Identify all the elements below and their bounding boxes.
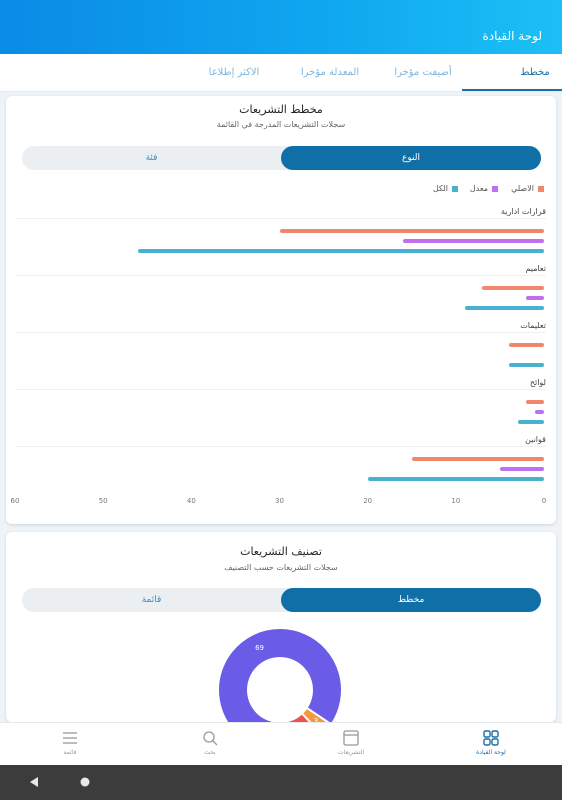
x-tick-label: 0	[541, 497, 547, 505]
classification-donut: 69311	[210, 620, 350, 722]
bar-modified[interactable]	[535, 410, 544, 414]
bar-original[interactable]	[508, 343, 544, 347]
grid-icon	[483, 730, 499, 746]
bar-modified[interactable]	[526, 296, 544, 300]
legend-label-modified: معدل	[469, 184, 488, 193]
menu-icon	[63, 732, 77, 744]
nav-legislations-label: التشريعات	[337, 749, 364, 756]
donut-slice[interactable]	[275, 711, 322, 722]
x-tick-label: 10	[451, 497, 461, 505]
x-tick-label: 20	[363, 497, 373, 505]
bar-modified[interactable]	[402, 239, 544, 243]
tab-chart[interactable]: مخطط	[520, 67, 550, 78]
chart-grouping-toggle: النوع فئة	[22, 146, 541, 170]
toggle-list-button[interactable]: قائمة	[141, 595, 162, 605]
tab-most-viewed[interactable]: الاكثر إطلاعا	[208, 67, 260, 78]
classification-title: تصنيف التشريعات	[240, 545, 322, 558]
nav-legislations[interactable]: التشريعات	[311, 729, 391, 756]
legend-swatch-all	[452, 185, 458, 192]
category-label: قرارات ادارية	[500, 207, 546, 216]
bar-all[interactable]	[367, 477, 544, 481]
legend-item-original: الاصلي	[511, 184, 544, 193]
home-icon[interactable]	[80, 777, 90, 787]
legislation-chart-card: مخطط التشريعات سجلات التشريعات المدرجة ف…	[6, 96, 556, 524]
category-label: قوانين	[525, 435, 546, 444]
nav-menu[interactable]: قائمة	[30, 729, 110, 756]
donut-slice-label: 3	[314, 717, 318, 722]
bar-all[interactable]	[508, 363, 544, 367]
active-tab-indicator	[462, 89, 562, 91]
x-tick-label: 40	[186, 497, 196, 505]
back-icon[interactable]	[28, 776, 40, 788]
category-divider	[16, 332, 546, 333]
donut-slice-label: 69	[255, 644, 264, 652]
bar-all[interactable]	[517, 420, 544, 424]
x-tick-label: 60	[10, 497, 20, 505]
legend-swatch-modified	[492, 185, 498, 192]
donut-slice[interactable]	[217, 627, 343, 722]
category-divider	[16, 275, 546, 276]
system-nav-bar	[0, 765, 562, 800]
bar-original[interactable]	[411, 457, 544, 461]
bar-original[interactable]	[526, 400, 544, 404]
browser-icon	[343, 730, 359, 746]
legend-label-original: الاصلي	[511, 184, 534, 193]
app-title: لوحة القيادة	[482, 29, 543, 43]
category-divider	[16, 389, 546, 390]
app-bar: لوحة القيادة	[0, 0, 562, 54]
classification-view-toggle: مخطط قائمة	[22, 588, 541, 612]
x-tick-label: 30	[275, 497, 284, 505]
donut-svg: 69311	[217, 627, 343, 722]
classification-subtitle: سجلات التشريعات حسب التصنيف	[224, 563, 338, 572]
x-tick-label: 50	[98, 497, 108, 505]
tab-bar: مخطط أضيفت مؤخرا المعدلة مؤخرا الاكثر إط…	[0, 54, 562, 92]
bottom-navigation: لوحة القيادة التشريعات بحث قائمة	[0, 722, 562, 765]
bar-modified[interactable]	[499, 467, 544, 471]
bar-all[interactable]	[464, 306, 544, 310]
classification-card: تصنيف التشريعات سجلات التشريعات حسب التص…	[6, 532, 556, 722]
tab-recently-added[interactable]: أضيفت مؤخرا	[394, 67, 452, 78]
toggle-type-button[interactable]: النوع	[281, 146, 541, 170]
nav-menu-label: قائمة	[63, 749, 77, 756]
category-divider	[16, 218, 546, 219]
nav-dashboard-label: لوحة القيادة	[476, 749, 506, 756]
nav-search[interactable]: بحث	[170, 729, 250, 756]
bar-original[interactable]	[482, 286, 544, 290]
legend-swatch-original	[538, 185, 544, 192]
legend-label-all: الكل	[432, 184, 448, 193]
tab-recently-modified[interactable]: المعدلة مؤخرا	[300, 67, 360, 78]
search-icon	[203, 731, 218, 746]
nav-dashboard[interactable]: لوحة القيادة	[451, 729, 531, 756]
toggle-category-button[interactable]: فئة	[145, 153, 158, 163]
category-label: لوائح	[529, 378, 546, 387]
legend-item-all: الكل	[433, 184, 458, 193]
legislation-chart-title: مخطط التشريعات	[239, 103, 323, 116]
legislation-chart-subtitle: سجلات التشريعات المدرجة في القائمة	[216, 120, 346, 129]
bar-original[interactable]	[279, 229, 544, 233]
nav-search-label: بحث	[204, 749, 216, 756]
legend-item-modified: معدل	[470, 184, 498, 193]
category-divider	[16, 446, 546, 447]
category-label: تعليمات	[520, 321, 546, 330]
bar-all[interactable]	[138, 249, 544, 253]
category-label: تعاميم	[525, 264, 546, 273]
toggle-chart-button[interactable]: مخطط	[281, 588, 541, 612]
